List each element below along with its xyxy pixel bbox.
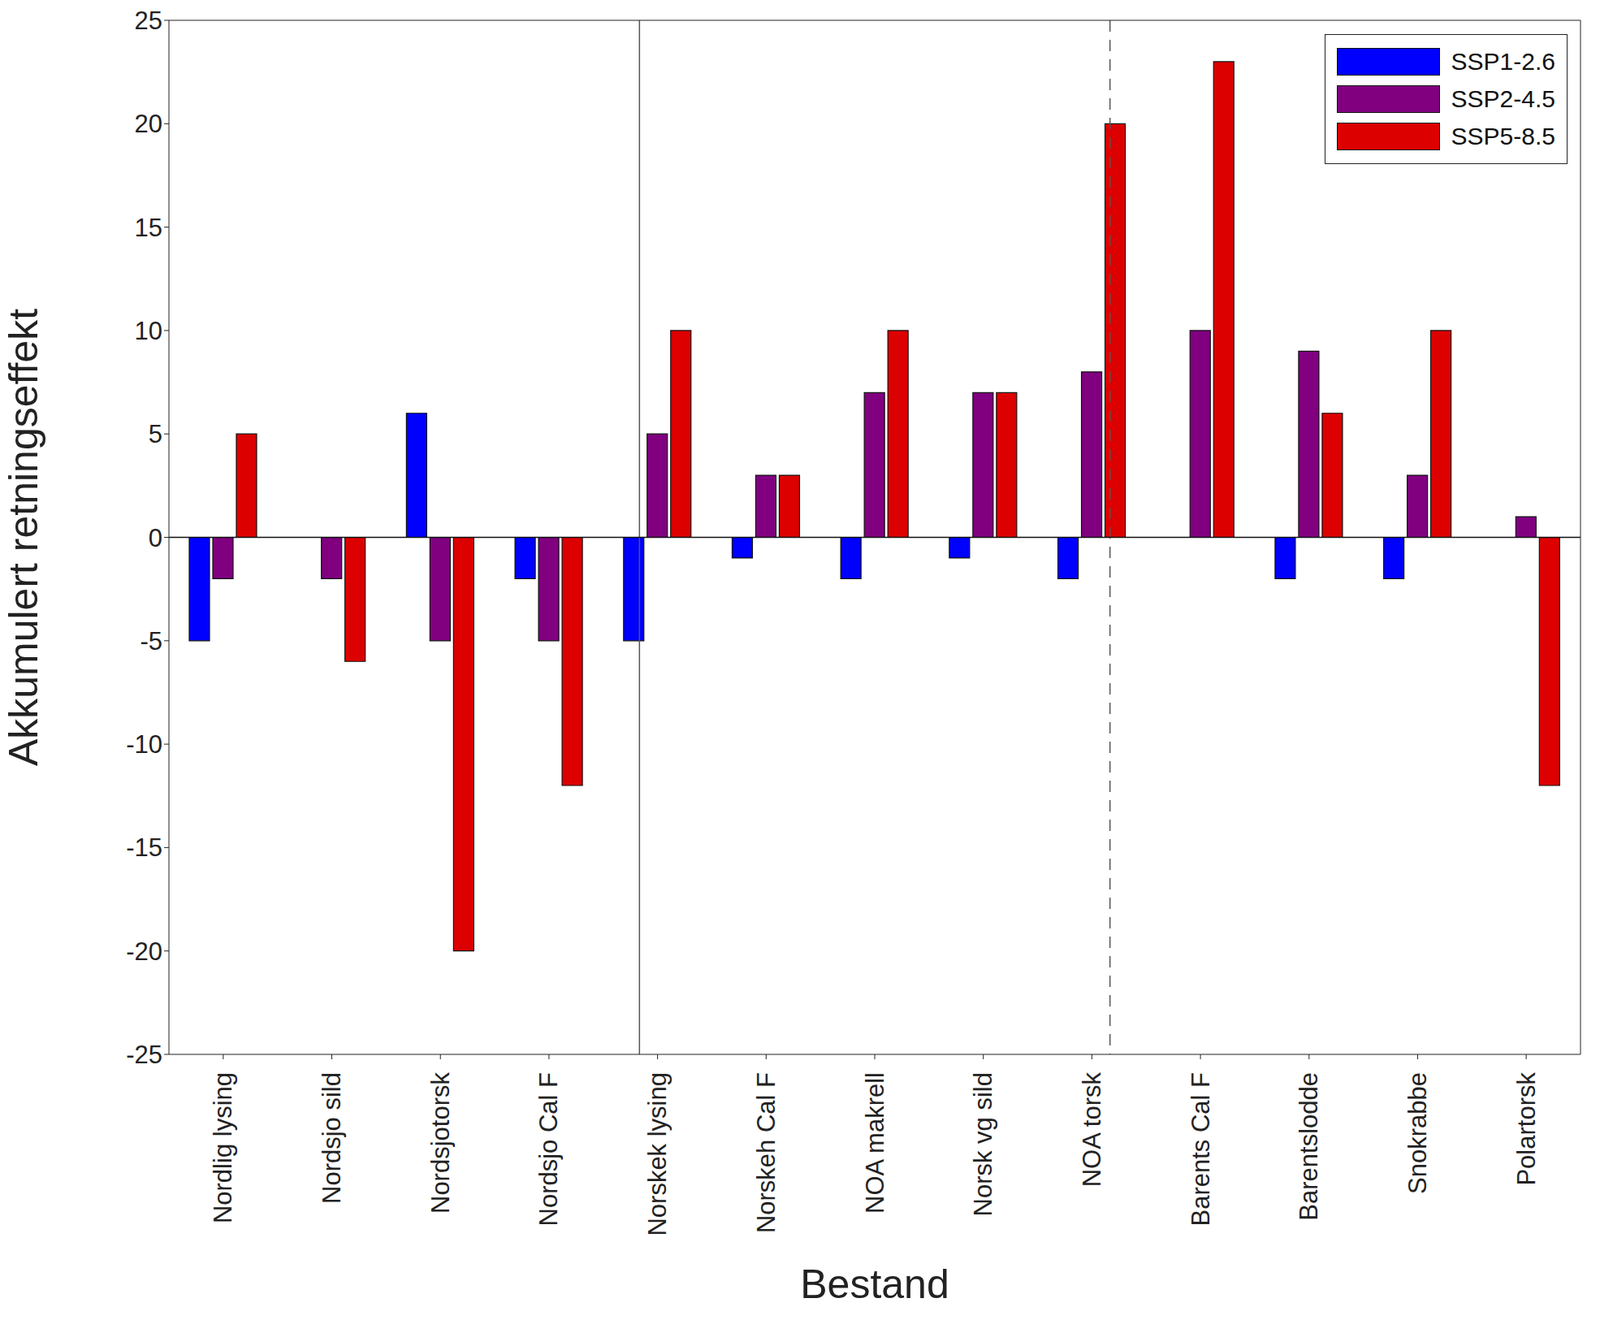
html-text:SSP5-8.5: SSP5-8.5 bbox=[1451, 122, 1556, 150]
svg-text:10: 10 bbox=[134, 316, 163, 346]
svg-text:NOA makrell: NOA makrell bbox=[860, 1072, 890, 1214]
svg-text:Nordsjo sild: Nordsjo sild bbox=[317, 1072, 346, 1204]
svg-text:Norskek lysing: Norskek lysing bbox=[643, 1072, 672, 1237]
svg-text:NOA torsk: NOA torsk bbox=[1077, 1072, 1107, 1188]
svg-text:Bestand: Bestand bbox=[800, 1261, 949, 1306]
svg-text:Nordlig lysing: Nordlig lysing bbox=[208, 1072, 238, 1224]
svg-text:15: 15 bbox=[134, 213, 163, 243]
svg-text:Norskeh Cal F: Norskeh Cal F bbox=[752, 1072, 781, 1233]
svg-text:Nordsjotorsk: Nordsjotorsk bbox=[426, 1072, 455, 1214]
svg-text:-25: -25 bbox=[125, 1040, 163, 1069]
svg-text:Barents Cal F: Barents Cal F bbox=[1186, 1072, 1216, 1227]
svg-text:Norsk vg sild: Norsk vg sild bbox=[968, 1072, 998, 1216]
svg-text:-15: -15 bbox=[125, 833, 163, 862]
svg-text:Nordsjo Cal F: Nordsjo Cal F bbox=[534, 1072, 563, 1227]
svg-text:0: 0 bbox=[148, 523, 163, 553]
html-text:SSP2-4.5: SSP2-4.5 bbox=[1451, 85, 1556, 113]
svg-text:-20: -20 bbox=[125, 937, 163, 966]
svg-text:20: 20 bbox=[134, 109, 163, 139]
svg-text:-10: -10 bbox=[125, 730, 163, 759]
html-text:SSP1-2.6: SSP1-2.6 bbox=[1451, 47, 1556, 75]
svg-text:Akkumulert retningseffekt: Akkumulert retningseffekt bbox=[6, 308, 47, 766]
svg-text:Barentslodde: Barentslodde bbox=[1294, 1072, 1324, 1221]
svg-text:-5: -5 bbox=[139, 627, 163, 656]
svg-text:25: 25 bbox=[134, 6, 163, 35]
svg-text:Snokrabbe: Snokrabbe bbox=[1403, 1072, 1432, 1194]
svg-text:5: 5 bbox=[148, 419, 163, 449]
svg-text:Polartorsk: Polartorsk bbox=[1512, 1072, 1541, 1186]
